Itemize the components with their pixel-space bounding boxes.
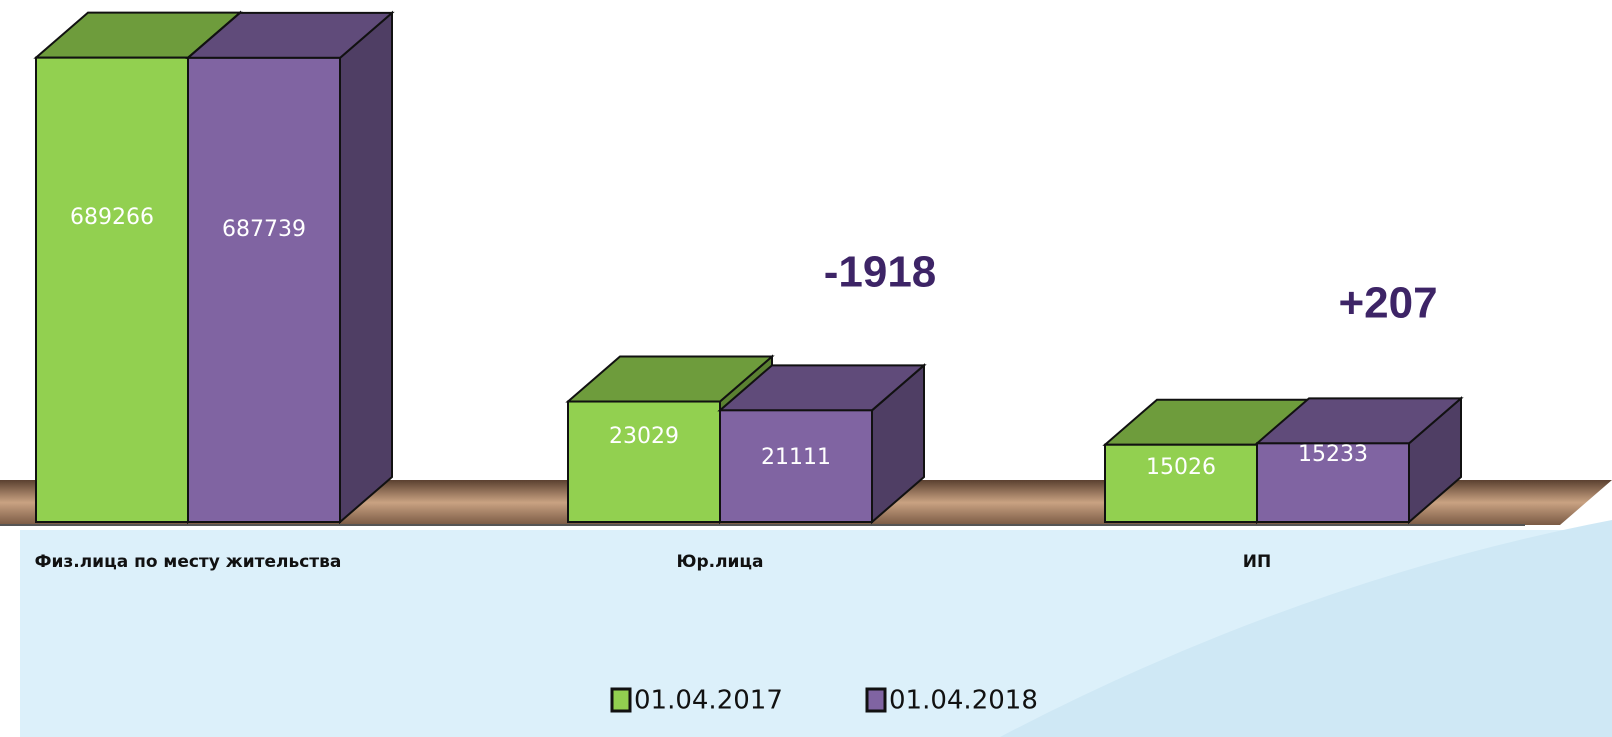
bar-front [187,56,341,524]
bar-front [719,409,873,523]
bar [1254,396,1464,525]
data-label: 15026 [1146,455,1216,480]
data-label: 687739 [222,217,306,242]
data-label: 23029 [609,424,679,449]
bar-side [339,10,393,525]
data-label: 689266 [70,205,154,230]
legend-swatch [610,687,632,713]
bar-front [35,56,189,523]
legend-swatch [865,687,887,713]
bar-front [1256,442,1410,524]
x-tick-label: ИП [1243,552,1271,572]
annotation: -1918 [824,248,937,297]
bar [717,363,927,525]
annotation: +207 [1338,279,1437,328]
data-label: 15233 [1298,442,1368,467]
x-tick-label: Физ.лица по месту жительства [35,552,342,572]
legend-label: 01.04.2018 [889,686,1038,716]
bar-front [567,400,721,523]
data-label: 21111 [761,445,831,470]
x-tick-label: Юр.лица [676,552,763,572]
legend-label: 01.04.2017 [634,686,783,716]
bar [185,10,395,525]
background-swoosh [1000,520,1612,737]
